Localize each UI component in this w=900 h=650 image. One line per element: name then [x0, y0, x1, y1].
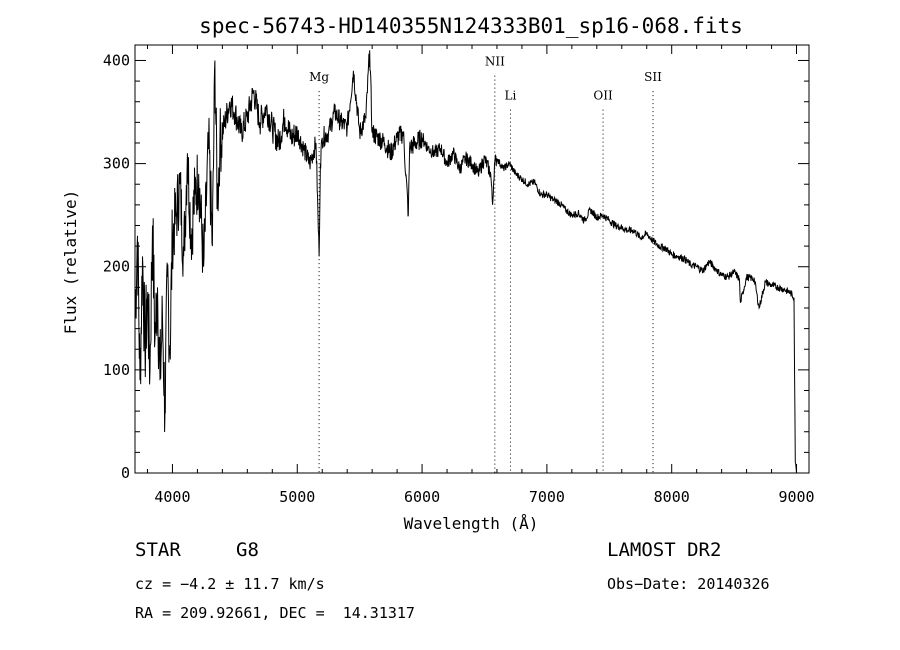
line-label-oii: OII — [593, 89, 613, 103]
y-tick-label: 0 — [121, 464, 130, 482]
spectral-line-markers: Mg NII Li OII SII — [309, 55, 662, 473]
redshift-velocity: cz = −4.2 ± 11.7 km/s — [135, 575, 325, 593]
line-label-li: Li — [505, 89, 517, 103]
x-tick-label: 5000 — [279, 488, 315, 506]
y-tick-label: 100 — [103, 361, 130, 379]
line-label-sii: SII — [644, 70, 662, 84]
x-tick-label: 4000 — [154, 488, 190, 506]
y-axis-ticks: 0 100 200 300 400 — [103, 51, 809, 482]
chart-title: spec-56743-HD140355N124333B01_sp16-068.f… — [199, 14, 743, 38]
observation-date: Obs−Date: 20140326 — [607, 575, 770, 593]
line-label-mg: Mg — [309, 70, 329, 84]
line-label-nii: NII — [485, 55, 505, 69]
x-tick-label: 6000 — [404, 488, 440, 506]
y-axis-label: Flux (relative) — [61, 190, 80, 335]
spectrum-line — [134, 50, 797, 474]
x-tick-label: 8000 — [654, 488, 690, 506]
y-tick-label: 200 — [103, 258, 130, 276]
coordinates: RA = 209.92661, DEC = 14.31317 — [135, 604, 415, 622]
x-tick-label: 7000 — [529, 488, 565, 506]
object-subclass: G8 — [236, 539, 259, 561]
x-tick-label: 9000 — [778, 488, 814, 506]
y-tick-label: 300 — [103, 155, 130, 173]
x-axis-label: Wavelength (Å) — [404, 514, 539, 533]
survey-label: LAMOST DR2 — [607, 539, 722, 561]
y-tick-label: 400 — [103, 51, 130, 69]
object-class: STAR — [135, 539, 181, 561]
